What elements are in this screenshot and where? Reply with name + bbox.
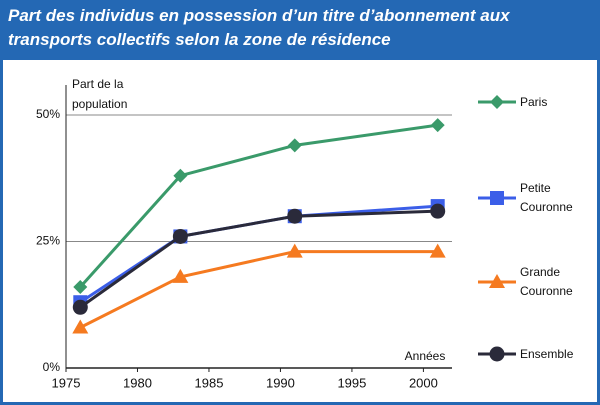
legend-marker	[489, 274, 505, 288]
series-line	[79, 123, 438, 289]
legend-label: Petite Couronne	[520, 181, 573, 214]
x-tick-label: 1985	[195, 375, 224, 390]
series-line	[79, 250, 438, 329]
x-tick-label: 1975	[52, 375, 81, 390]
chart-frame	[0, 60, 600, 405]
legend-label: Paris	[520, 95, 548, 109]
marker	[173, 168, 188, 183]
marker	[72, 299, 88, 315]
series-line	[79, 209, 438, 309]
marker	[286, 243, 303, 258]
x-tick-label: 1980	[123, 375, 152, 390]
legend-marker	[489, 346, 505, 362]
marker	[430, 118, 445, 133]
marker	[287, 138, 302, 153]
marker	[172, 268, 189, 283]
x-axis-label: Années	[405, 349, 446, 363]
series-line	[79, 204, 438, 304]
marker	[430, 203, 446, 219]
marker	[287, 208, 303, 224]
y-tick-label: 25%	[36, 234, 60, 248]
marker	[72, 319, 89, 334]
y-axis-label: Part de la population	[72, 77, 128, 111]
legend-marker	[490, 95, 504, 109]
legend-marker	[490, 191, 504, 205]
y-tick-label: 50%	[36, 107, 60, 121]
chart-title: Part des individus en possession d’un ti…	[0, 0, 600, 60]
x-tick-label: 1995	[337, 375, 366, 390]
marker	[73, 280, 88, 295]
x-tick-label: 2000	[409, 375, 438, 390]
x-tick-label: 1990	[266, 375, 295, 390]
legend-label: Grande Couronne	[520, 265, 573, 298]
y-tick-label: 0%	[43, 360, 61, 374]
marker	[172, 228, 188, 244]
marker	[429, 243, 446, 258]
legend-label: Ensemble	[520, 347, 574, 361]
